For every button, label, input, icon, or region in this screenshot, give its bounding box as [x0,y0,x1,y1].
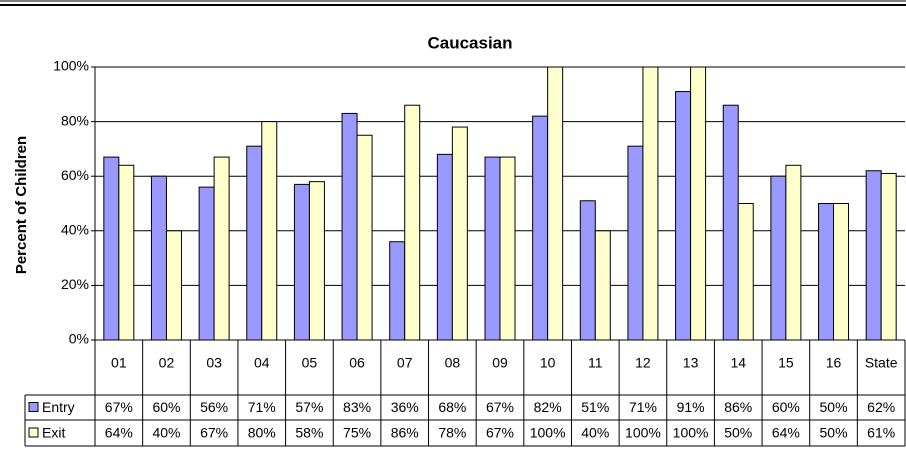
x-tick-label: State [865,355,898,371]
table-value: 60% [152,399,180,415]
table-value: 82% [534,399,562,415]
x-tick-label: 13 [683,355,699,371]
table-value: 83% [343,399,371,415]
x-tick-label: 15 [778,355,794,371]
table-value: 64% [772,425,800,441]
table-value: 75% [343,425,371,441]
table-value: 100% [625,425,661,441]
bar [246,145,263,341]
bar [722,104,739,341]
bar [150,175,167,341]
table-value: 80% [248,425,276,441]
legend-label: Exit [42,425,65,441]
table-value: 86% [724,399,752,415]
table-value: 61% [867,425,895,441]
bar [261,121,278,341]
y-tick-label: 0% [69,331,89,347]
bar [642,66,659,341]
x-tick-label: 03 [206,355,222,371]
x-tick-label: 04 [254,355,270,371]
bar [865,170,882,341]
bar [532,115,549,341]
legend-label: Entry [42,399,75,415]
bar [165,230,182,341]
table-value: 50% [820,425,848,441]
table-value: 67% [486,425,514,441]
table-value: 100% [673,425,709,441]
table-value: 68% [438,399,466,415]
y-tick-label: 40% [61,222,89,238]
x-tick-label: 12 [635,355,651,371]
x-tick-label: 09 [492,355,508,371]
bar [341,112,358,341]
bar [785,164,802,341]
table-value: 100% [530,425,566,441]
bar [833,203,850,341]
bar [451,126,468,341]
table-value: 91% [677,399,705,415]
table-value: 36% [391,399,419,415]
table-value: 78% [438,425,466,441]
bar [627,145,644,341]
y-tick-label: 20% [61,276,89,292]
x-tick-label: 11 [588,355,603,371]
bar [356,134,373,341]
y-tick-label: 100% [53,58,89,74]
y-tick-label: 80% [61,112,89,128]
bar [547,66,564,341]
bar [499,156,516,341]
bar [880,172,897,341]
table-value: 57% [295,399,323,415]
bar [198,186,215,341]
table-value: 62% [867,399,895,415]
x-tick-label: 08 [445,355,461,371]
table-value: 50% [820,399,848,415]
table-value: 40% [152,425,180,441]
legend-swatch [28,427,39,438]
bar [308,181,325,341]
table-value: 51% [581,399,609,415]
legend-swatch [28,402,39,412]
x-tick-label: 07 [397,355,413,371]
bar [404,104,421,341]
bar [579,200,596,341]
bar [818,203,835,341]
bar [770,175,787,341]
bar [690,66,707,341]
table-value: 50% [724,425,752,441]
x-tick-label: 05 [302,355,318,371]
x-tick-label: 01 [111,355,127,371]
y-tick-label: 60% [61,167,89,183]
bar [737,203,754,341]
bar [484,156,501,341]
x-tick-label: 02 [159,355,175,371]
chart-title: Caucasian [427,33,512,52]
bar [389,241,406,341]
bar [118,164,135,341]
table-value: 86% [391,425,419,441]
x-tick-label: 06 [349,355,365,371]
table-value: 67% [200,425,228,441]
table-value: 64% [105,425,133,441]
y-axis-label: Percent of Children [13,136,30,274]
bar [103,156,120,341]
table-value: 40% [581,425,609,441]
bar [293,183,310,341]
table-value: 71% [248,399,276,415]
bar [213,156,230,341]
table-value: 71% [629,399,657,415]
table-value: 67% [105,399,133,415]
bar [436,153,453,341]
bar [675,91,692,341]
bar [594,230,611,341]
x-tick-label: 10 [540,355,556,371]
table-value: 67% [486,399,514,415]
table-value: 60% [772,399,800,415]
table-value: 56% [200,399,228,415]
table-value: 58% [295,425,323,441]
x-tick-label: 16 [826,355,842,371]
x-tick-label: 14 [730,355,746,371]
